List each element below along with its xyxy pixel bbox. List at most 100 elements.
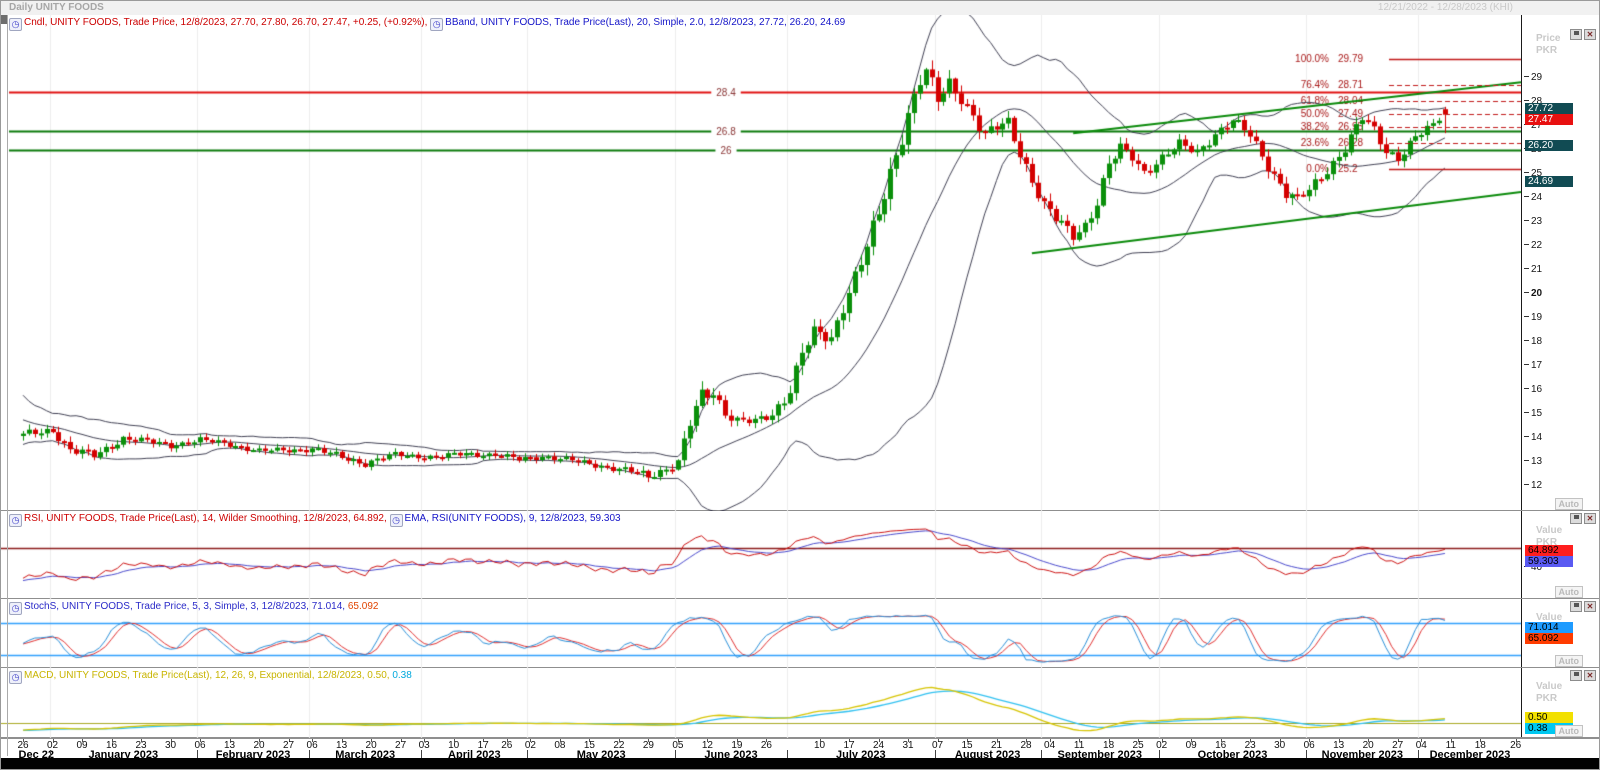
minimize-button[interactable] xyxy=(1570,601,1582,612)
week-tick-label: 11 xyxy=(1073,740,1085,751)
week-tick-mark xyxy=(1049,739,1051,742)
week-tick-label: 13 xyxy=(336,740,348,751)
close-button[interactable]: ✕ xyxy=(1584,601,1596,612)
week-tick-label: 30 xyxy=(1274,740,1286,751)
clock-icon[interactable]: ◷ xyxy=(9,514,22,527)
macd-chart-canvas[interactable] xyxy=(1,668,1521,738)
axis-tick: 18 xyxy=(1524,336,1542,347)
axis-tick: 14 xyxy=(1524,432,1542,443)
month-separator xyxy=(1158,750,1160,759)
axis-title-value: Value xyxy=(1536,525,1563,536)
week-tick-label: 31 xyxy=(902,740,914,751)
week-tick-mark xyxy=(341,739,343,742)
close-button[interactable]: ✕ xyxy=(1584,513,1596,524)
week-tick-mark xyxy=(1138,739,1140,742)
value-badge: 27.72 xyxy=(1525,103,1573,115)
week-tick-label: 19 xyxy=(731,740,743,751)
month-separator xyxy=(49,750,51,759)
axis-tick: 12 xyxy=(1524,480,1542,491)
clock-icon[interactable]: ◷ xyxy=(430,18,444,31)
stoch-d-value-text: 65.092 xyxy=(347,601,379,612)
minimize-button[interactable] xyxy=(1570,513,1582,524)
week-tick-mark xyxy=(849,739,850,742)
week-tick-label: 22 xyxy=(613,740,625,751)
week-tick-mark xyxy=(530,739,532,742)
week-tick-mark xyxy=(82,739,83,742)
axis-tick: 28 xyxy=(1524,96,1542,107)
axis-tick: 25 xyxy=(1524,168,1542,179)
date-axis[interactable]: 26 02 09 16 23 30 06 13 20 27 06 13 20 27 03 10 17 26 02 08… xyxy=(1,738,1599,761)
week-tick-label: 03 xyxy=(418,740,430,751)
week-tick-mark xyxy=(1220,739,1222,742)
week-tick-label: 17 xyxy=(843,740,855,751)
week-tick-mark xyxy=(878,739,880,742)
auto-scale-button[interactable]: Auto xyxy=(1554,586,1583,598)
minimize-button[interactable] xyxy=(1570,670,1582,681)
panel-buttons: ✕ xyxy=(1570,513,1596,524)
clock-icon[interactable]: ◷ xyxy=(9,18,22,31)
left-resize-handle[interactable] xyxy=(1,15,7,24)
week-tick-mark xyxy=(259,739,260,742)
week-tick-label: 06 xyxy=(1303,740,1315,751)
axis-title: Value PKR xyxy=(1536,681,1562,705)
week-tick-label: 02 xyxy=(1156,740,1168,751)
value-badge: 65.092 xyxy=(1525,633,1573,645)
price-panel: ◷ Cndl, UNITY FOODS, Trade Price, 12/8/20… xyxy=(1,15,1599,511)
auto-scale-button[interactable]: Auto xyxy=(1554,498,1583,510)
month-separator xyxy=(197,750,199,759)
panel-buttons: ✕ xyxy=(1570,29,1596,40)
week-tick-label: 29 xyxy=(642,740,654,751)
week-tick-mark xyxy=(483,739,485,742)
week-tick-label: 18 xyxy=(1474,740,1486,751)
minimize-button[interactable] xyxy=(1570,29,1582,40)
week-tick-label: 10 xyxy=(448,740,460,751)
clock-icon[interactable]: ◷ xyxy=(9,602,22,615)
bband-legend-text: BBand, UNITY FOODS, Trade Price(Last), 2… xyxy=(445,17,846,28)
axis-tick: 17 xyxy=(1524,360,1542,371)
week-tick-label: 21 xyxy=(990,740,1003,751)
week-tick-mark xyxy=(1026,739,1027,742)
panel-buttons: ✕ xyxy=(1570,601,1596,612)
week-tick-label: 16 xyxy=(105,740,118,751)
axis-tick: 15 xyxy=(1524,408,1542,419)
value-badge: 27.47 xyxy=(1525,114,1573,126)
week-tick-mark xyxy=(1515,739,1517,742)
week-tick-label: 11 xyxy=(1445,740,1456,751)
clock-icon[interactable]: ◷ xyxy=(9,671,22,684)
week-tick-label: 17 xyxy=(477,740,489,751)
axis-title-pkr: PKR xyxy=(1536,537,1558,548)
chart-title: Daily UNITY FOODS xyxy=(9,2,104,13)
rsi-axis: ✕ Value PKR Auto 40 64.892 59.303 xyxy=(1521,511,1599,598)
week-tick-mark xyxy=(1309,739,1311,742)
axis-tick: 22 xyxy=(1524,240,1542,251)
week-tick-label: 18 xyxy=(1103,740,1115,751)
value-badge: 59.303 xyxy=(1525,556,1573,568)
month-separator xyxy=(421,750,423,759)
auto-scale-button[interactable]: Auto xyxy=(1554,725,1583,737)
stochastic-chart-canvas[interactable] xyxy=(1,599,1521,668)
month-separator xyxy=(934,750,936,759)
close-button[interactable]: ✕ xyxy=(1584,29,1596,40)
week-tick-mark xyxy=(648,739,650,742)
stochastic-panel: ◷ StochS, UNITY FOODS, Trade Price, 5, 3,… xyxy=(1,599,1599,668)
week-tick-mark xyxy=(1250,739,1252,742)
week-tick-mark xyxy=(1108,739,1110,742)
week-tick-mark xyxy=(1161,739,1163,742)
axis-title-price: Price xyxy=(1536,33,1561,44)
week-tick-mark xyxy=(229,739,231,742)
week-tick-mark xyxy=(23,739,24,742)
week-tick-label: 26 xyxy=(760,740,772,751)
stochastic-axis: ✕ Value Auto 71.014 65.092 xyxy=(1521,599,1599,667)
week-tick-label: 13 xyxy=(1333,740,1345,751)
rsi-chart-canvas[interactable] xyxy=(1,511,1521,599)
axis-title: Price PKR xyxy=(1536,33,1560,57)
auto-scale-button[interactable]: Auto xyxy=(1554,655,1583,667)
week-tick-label: 13 xyxy=(223,740,236,751)
axis-title-pkr: PKR xyxy=(1536,45,1558,56)
price-chart-canvas[interactable] xyxy=(1,15,1521,511)
close-button[interactable]: ✕ xyxy=(1584,670,1596,681)
clock-icon[interactable]: ◷ xyxy=(389,514,403,527)
axis-tick: 29 xyxy=(1524,72,1542,83)
week-tick-mark xyxy=(424,739,426,742)
week-tick-mark xyxy=(111,739,113,742)
